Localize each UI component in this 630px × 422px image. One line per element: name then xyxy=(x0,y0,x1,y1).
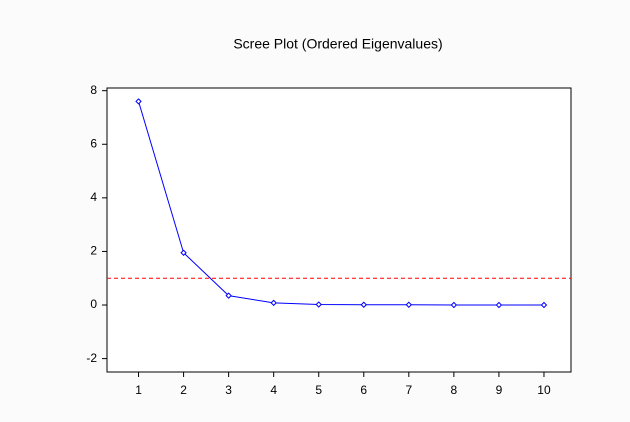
series-line xyxy=(138,101,544,306)
point-marker xyxy=(540,301,548,309)
x-tick-label: 8 xyxy=(451,383,458,397)
x-tick-label: 6 xyxy=(360,383,367,397)
x-tick-label: 9 xyxy=(496,383,503,397)
x-tick-label: 10 xyxy=(537,383,551,397)
point-marker xyxy=(405,301,413,308)
x-tick-label: 2 xyxy=(180,383,187,397)
point-marker xyxy=(495,301,503,309)
chart-title: Scree Plot (Ordered Eigenvalues) xyxy=(233,36,442,52)
y-tick-label: -2 xyxy=(86,351,97,365)
y-tick-label: 6 xyxy=(90,136,97,150)
point-marker xyxy=(225,292,232,299)
x-tick-label: 4 xyxy=(270,383,277,397)
x-tick-label: 3 xyxy=(225,383,232,397)
point-marker xyxy=(135,98,142,105)
point-marker xyxy=(315,301,322,308)
plot-frame xyxy=(106,87,572,373)
point-marker xyxy=(180,249,187,256)
x-tick-label: 5 xyxy=(315,383,322,397)
y-tick-label: 4 xyxy=(90,190,97,204)
y-tick-label: 8 xyxy=(90,83,97,97)
y-tick-label: 0 xyxy=(90,297,97,311)
point-marker xyxy=(270,299,277,307)
point-marker xyxy=(360,301,367,308)
point-marker xyxy=(450,301,458,309)
x-tick-label: 1 xyxy=(135,383,142,397)
x-tick-label: 7 xyxy=(405,383,412,397)
y-tick-label: 2 xyxy=(90,244,97,258)
